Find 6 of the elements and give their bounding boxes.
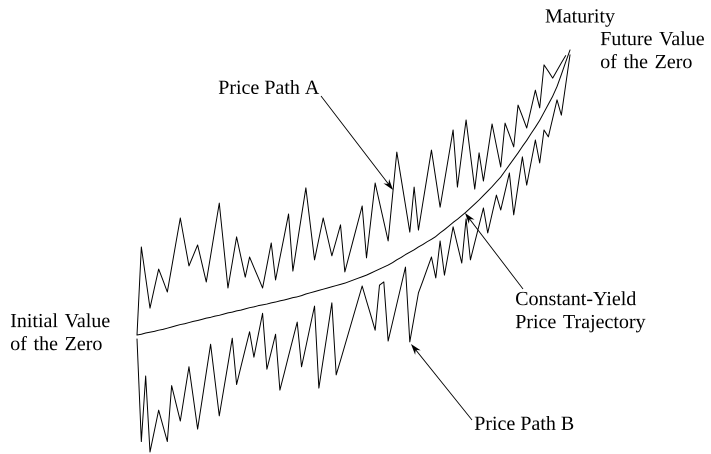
annotation: Constant-Yield Price Trajectory (516, 291, 646, 332)
text: Future Value of the Zero (600, 31, 704, 68)
annotation: Price Path B (474, 416, 574, 430)
text: Maturity (546, 9, 615, 27)
text: Initial Value of the Zero (10, 313, 110, 350)
annotation: Price Path A (218, 80, 320, 94)
